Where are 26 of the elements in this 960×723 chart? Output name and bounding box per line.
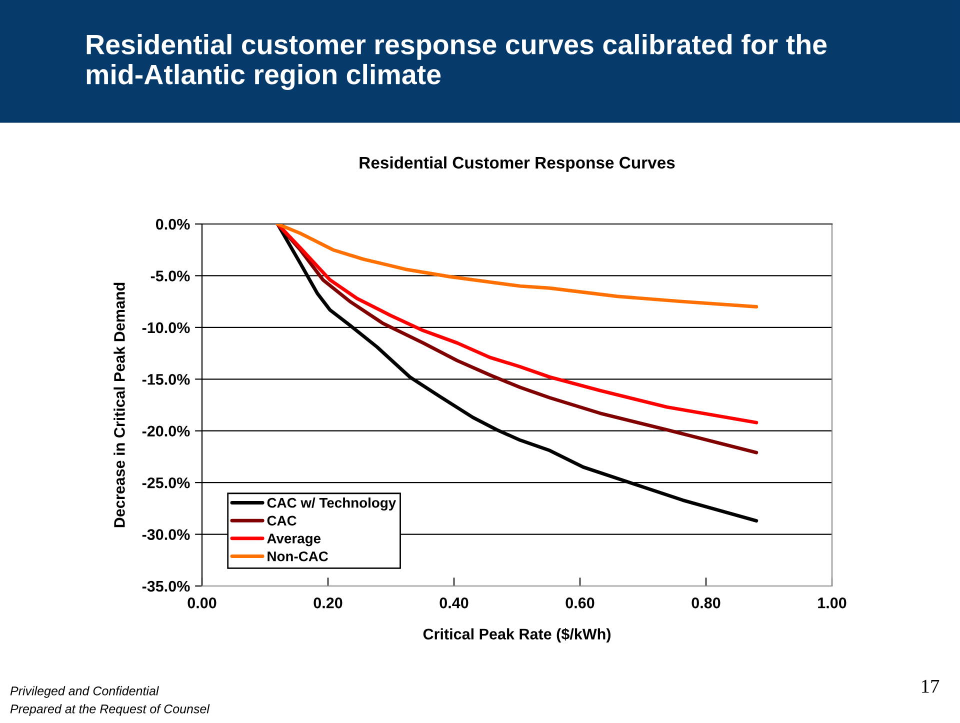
y-tick-label: -10.0%	[142, 322, 190, 334]
legend-label: CAC w/ Technology	[267, 498, 396, 511]
x-tick-label: 0.20	[314, 598, 342, 608]
x-axis-title: Critical Peak Rate ($/kWh)	[423, 628, 610, 643]
line-series	[276, 224, 758, 308]
legend-label: Non-CAC	[268, 551, 328, 562]
x-tick-label: 0.60	[566, 598, 594, 608]
text: Privileged and Confidential	[10, 686, 159, 698]
chart-subtitle: Residential Customer Response Curves	[360, 156, 675, 172]
text: 17	[922, 680, 940, 693]
x-tick-label: 0.80	[692, 598, 720, 608]
y-tick-label: 0.0%	[156, 218, 190, 230]
legend-label: Average	[267, 534, 321, 546]
y-tick-label: -25.0%	[142, 477, 190, 488]
y-tick-label: -15.0%	[142, 374, 190, 385]
y-tick-label: -20.0%	[142, 426, 190, 437]
chart-title: Residential customer response curves calibrated for the mid-Atlantic region climate	[86, 34, 827, 90]
x-tick-label: 0.00	[188, 598, 216, 608]
y-tick-label: -30.0%	[142, 529, 190, 540]
y-axis-title: Decrease in Critical Peak Demand	[114, 282, 125, 528]
legend-label: CAC	[267, 516, 296, 526]
y-tick-label: -5.0%	[150, 270, 190, 282]
text: Prepared at the Request of Counsel	[10, 704, 210, 716]
x-tick-label: 0.40	[440, 598, 468, 608]
x-tick-label: 1.00	[818, 598, 846, 608]
y-tick-label: -35.0%	[142, 580, 190, 592]
